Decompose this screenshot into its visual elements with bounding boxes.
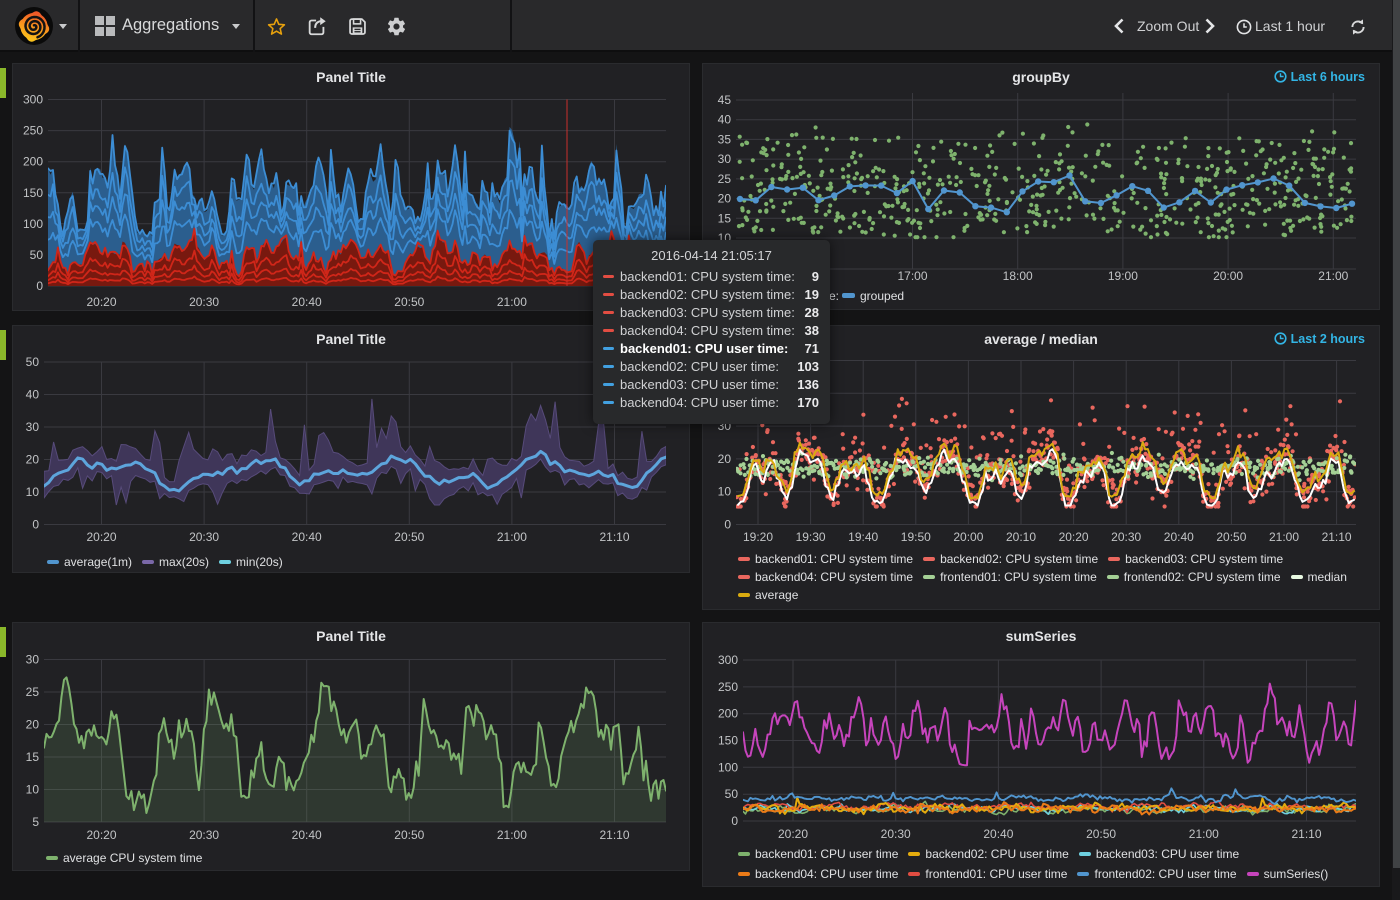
- svg-text:20:20: 20:20: [778, 827, 808, 841]
- svg-text:200: 200: [718, 707, 738, 721]
- svg-text:21:10: 21:10: [1291, 827, 1321, 841]
- svg-text:10: 10: [718, 485, 732, 499]
- svg-text:21:00: 21:00: [1269, 530, 1299, 544]
- svg-text:20:50: 20:50: [394, 530, 424, 544]
- svg-text:21:10: 21:10: [599, 530, 629, 544]
- svg-text:300: 300: [718, 653, 738, 667]
- svg-text:25: 25: [26, 685, 40, 699]
- svg-text:30: 30: [26, 420, 40, 434]
- svg-text:20:00: 20:00: [1213, 269, 1243, 283]
- svg-text:20:10: 20:10: [1006, 530, 1036, 544]
- svg-text:20:20: 20:20: [1059, 530, 1089, 544]
- svg-text:20:40: 20:40: [983, 827, 1013, 841]
- svg-text:35: 35: [718, 132, 732, 146]
- svg-text:20:40: 20:40: [1164, 530, 1194, 544]
- svg-text:20:20: 20:20: [86, 828, 116, 842]
- svg-text:20:50: 20:50: [1086, 827, 1116, 841]
- svg-text:19:50: 19:50: [901, 530, 931, 544]
- svg-text:200: 200: [23, 155, 43, 169]
- svg-text:21:00: 21:00: [497, 828, 527, 842]
- svg-text:30: 30: [718, 152, 732, 166]
- svg-text:21:00: 21:00: [1318, 269, 1348, 283]
- svg-text:100: 100: [23, 217, 43, 231]
- svg-text:19:30: 19:30: [796, 530, 826, 544]
- svg-text:20:50: 20:50: [394, 828, 424, 842]
- svg-text:19:20: 19:20: [743, 530, 773, 544]
- svg-text:20:40: 20:40: [292, 828, 322, 842]
- svg-text:150: 150: [23, 186, 43, 200]
- svg-text:25: 25: [718, 172, 732, 186]
- svg-text:45: 45: [718, 93, 732, 107]
- svg-text:20:30: 20:30: [189, 530, 219, 544]
- svg-text:15: 15: [26, 750, 40, 764]
- svg-text:20: 20: [718, 452, 732, 466]
- svg-text:150: 150: [718, 734, 738, 748]
- svg-text:21:00: 21:00: [1189, 827, 1219, 841]
- svg-text:20:00: 20:00: [953, 530, 983, 544]
- svg-text:0: 0: [731, 814, 738, 828]
- svg-text:10: 10: [26, 485, 40, 499]
- svg-text:250: 250: [718, 680, 738, 694]
- svg-text:40: 40: [26, 388, 40, 402]
- svg-text:250: 250: [23, 124, 43, 138]
- svg-text:0: 0: [724, 518, 731, 532]
- svg-text:5: 5: [32, 815, 39, 829]
- svg-text:40: 40: [718, 113, 732, 127]
- svg-text:21:00: 21:00: [497, 530, 527, 544]
- svg-text:0: 0: [32, 518, 39, 532]
- svg-text:20:20: 20:20: [86, 295, 116, 309]
- svg-text:19:00: 19:00: [1108, 269, 1138, 283]
- svg-text:21:10: 21:10: [1322, 530, 1352, 544]
- svg-text:18:00: 18:00: [1003, 269, 1033, 283]
- svg-text:21:00: 21:00: [497, 295, 527, 309]
- svg-text:10: 10: [26, 783, 40, 797]
- svg-text:20:50: 20:50: [394, 295, 424, 309]
- svg-text:30: 30: [26, 653, 40, 667]
- svg-text:20:40: 20:40: [292, 530, 322, 544]
- svg-text:50: 50: [725, 787, 739, 801]
- svg-text:20:30: 20:30: [881, 827, 911, 841]
- svg-text:0: 0: [36, 279, 43, 293]
- svg-text:100: 100: [718, 760, 738, 774]
- svg-text:20: 20: [718, 192, 732, 206]
- svg-text:50: 50: [30, 248, 44, 262]
- svg-text:300: 300: [23, 93, 43, 107]
- svg-text:50: 50: [26, 355, 40, 369]
- svg-text:20:40: 20:40: [292, 295, 322, 309]
- svg-text:20: 20: [26, 453, 40, 467]
- svg-text:20:20: 20:20: [86, 530, 116, 544]
- svg-text:15: 15: [718, 211, 732, 225]
- svg-text:20: 20: [26, 718, 40, 732]
- svg-text:21:10: 21:10: [599, 828, 629, 842]
- svg-text:19:40: 19:40: [848, 530, 878, 544]
- svg-text:20:50: 20:50: [1216, 530, 1246, 544]
- svg-text:20:30: 20:30: [1111, 530, 1141, 544]
- svg-text:17:00: 17:00: [897, 269, 927, 283]
- svg-text:20:30: 20:30: [189, 828, 219, 842]
- svg-text:20:30: 20:30: [189, 295, 219, 309]
